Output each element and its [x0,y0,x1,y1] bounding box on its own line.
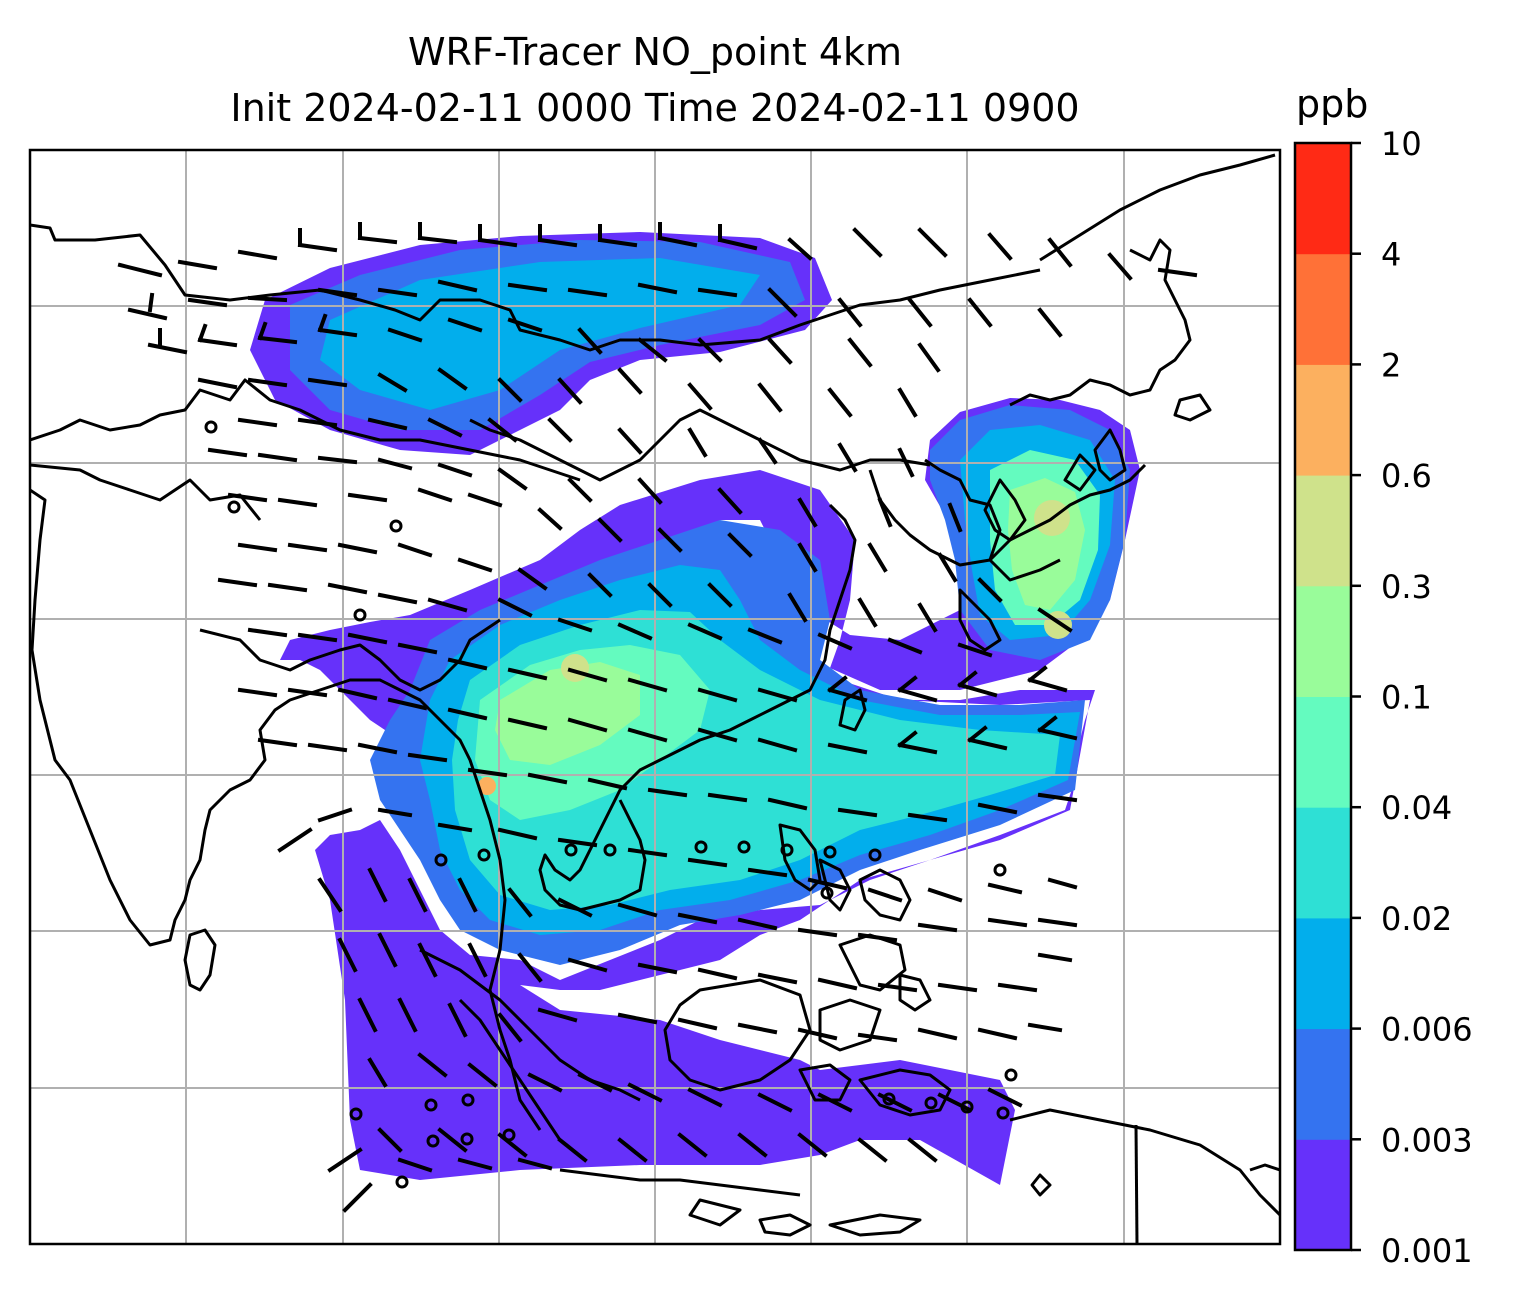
colorbar-swatches [1295,143,1351,1251]
colorbar-swatch [1295,585,1351,697]
tracer-plume-central-peak [495,662,640,765]
map-frame [28,148,1282,1246]
colorbar-tick-label: 2 [1381,346,1401,384]
colorbar-tick-label: 4 [1381,236,1401,274]
gridlines [30,150,1280,1244]
tracer-plume-central [280,398,1140,1185]
colorbar-tick-label: 0.001 [1381,1232,1473,1270]
wind-barbs [117,222,1198,1213]
colorbar-swatch [1295,807,1351,919]
colorbar-ticks: 0.001 0.003 0.006 0.02 0.04 0.1 0.3 0.6 2 4 10 [1351,125,1473,1270]
tracer-hotspot-source [478,777,496,795]
tracer-hotspot-central [561,654,589,682]
colorbar-tick-label: 0.3 [1381,568,1432,606]
calm-wind-markers [204,420,1018,1189]
colorbar-tick-label: 0.003 [1381,1121,1473,1159]
colorbar-tick-label: 0.02 [1381,900,1452,938]
colorbar-tick-label: 0.006 [1381,1011,1473,1049]
colorbar-swatch [1295,1028,1351,1140]
colorbar: 0.001 0.003 0.006 0.02 0.04 0.1 0.3 0.6 2 4 10 [1293,125,1473,1270]
coastlines [30,153,1280,1244]
colorbar-swatch [1295,143,1351,255]
colorbar-swatch [1295,696,1351,808]
tracer-concentration-field [250,232,1140,1185]
colorbar-swatch [1295,1139,1351,1251]
map-title: WRF-Tracer NO_point 4km [407,30,903,74]
colorbar-tick-label: 0.1 [1381,679,1432,717]
colorbar-tick-label: 0.6 [1381,457,1432,495]
colorbar-swatch [1295,364,1351,476]
colorbar-swatch [1295,917,1351,1030]
colorbar-swatch [1295,475,1351,587]
colorbar-tick-label: 10 [1381,125,1422,163]
colorbar-swatch [1295,253,1351,365]
map-subtitle: Init 2024-02-11 0000 Time 2024-02-11 090… [230,86,1080,130]
colorbar-tick-label: 0.04 [1381,789,1452,827]
